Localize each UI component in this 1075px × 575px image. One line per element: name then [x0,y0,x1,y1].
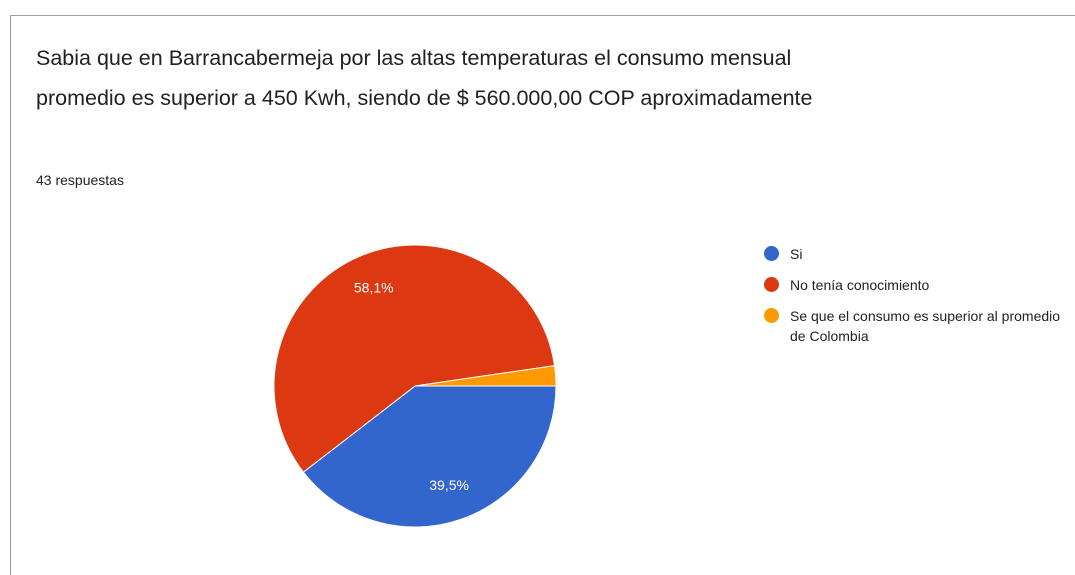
slice-label: 58,1% [354,279,394,295]
chart-title: Sabia que en Barrancabermeja por las alt… [36,46,813,110]
chart: 39,5% 58,1% [273,244,557,528]
card [10,15,1075,575]
slice-label: 39,5% [429,477,469,493]
pie-slice [302,385,557,528]
legend-swatch [764,277,779,292]
legend-label: No tenía conocimiento [790,277,930,293]
pie-slice [273,244,556,473]
legend-swatch [764,246,779,261]
legend-label: Si [790,246,803,262]
legend-label: Se que el consumo es superior al promedi… [790,308,1061,344]
pie-slice [414,365,557,387]
legend-item: No tenía conocimiento [764,275,1074,295]
legend: Si No tenía conocimiento Se que el consumo… [764,244,1074,357]
legend-item: Se que el consumo es superior al promedi… [764,306,1074,346]
legend-item: Si [764,244,1074,264]
response-count: 43 respuestas [36,172,124,188]
legend-swatch [764,308,779,323]
